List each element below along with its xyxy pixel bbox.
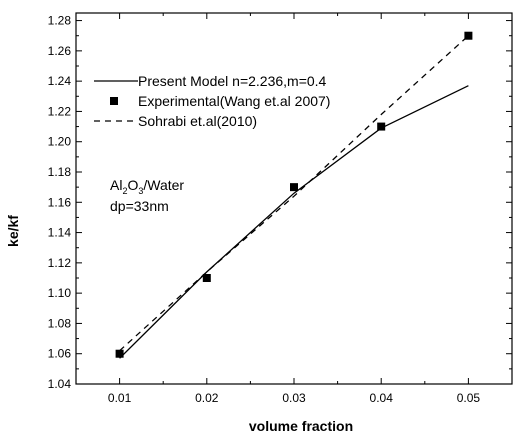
y-tick-label: 1.12 bbox=[48, 256, 72, 270]
y-tick-label: 1.22 bbox=[48, 104, 72, 118]
x-tick-labels: 0.01 0.02 0.03 0.04 0.05 bbox=[108, 391, 480, 405]
annotation: Al2O3/Water dp=33nm bbox=[110, 177, 184, 214]
legend-label-experimental: Experimental(Wang et.al 2007) bbox=[138, 93, 330, 109]
x-tick-label: 0.04 bbox=[370, 391, 394, 405]
y-tick-label: 1.20 bbox=[48, 135, 72, 149]
x-tick-label: 0.05 bbox=[457, 391, 481, 405]
y-tick-label: 1.24 bbox=[48, 74, 72, 88]
y-tick-labels: 1.04 1.06 1.08 1.10 1.12 1.14 1.16 1.18 1.20 1.22… bbox=[48, 14, 72, 391]
annotation-particle-size: dp=33nm bbox=[110, 198, 169, 214]
plot-frame bbox=[75, 12, 513, 385]
data-point-experimental bbox=[290, 183, 298, 192]
legend-label-sohrabi: Sohrabi et.al(2010) bbox=[138, 113, 257, 129]
y-tick-label: 1.16 bbox=[48, 195, 72, 209]
y-tick-label: 1.06 bbox=[48, 347, 72, 361]
series-layer bbox=[115, 31, 473, 359]
data-point-experimental bbox=[464, 31, 473, 40]
x-tick-label: 0.02 bbox=[195, 391, 219, 405]
annotation-material: Al2O3/Water bbox=[110, 177, 184, 196]
series-line-sohrabi bbox=[119, 35, 469, 352]
y-tick-label: 1.18 bbox=[48, 165, 72, 179]
x-axis-title: volume fraction bbox=[249, 418, 353, 434]
legend-swatch-experimental bbox=[110, 97, 118, 105]
legend-label-present-model: Present Model n=2.236,m=0.4 bbox=[138, 73, 327, 89]
y-tick-label: 1.28 bbox=[48, 14, 72, 28]
y-tick-label: 1.14 bbox=[48, 226, 72, 240]
data-point-experimental bbox=[115, 349, 124, 358]
legend: Present Model n=2.236,m=0.4 Experimental… bbox=[94, 73, 330, 129]
series-line-present-model bbox=[119, 85, 469, 359]
x-tick-label: 0.03 bbox=[282, 391, 306, 405]
y-tick-label: 1.08 bbox=[48, 316, 72, 330]
x-tick-label: 0.01 bbox=[108, 391, 132, 405]
y-tick-label: 1.26 bbox=[48, 44, 72, 58]
y-tick-label: 1.10 bbox=[48, 286, 72, 300]
y-tick-label: 1.04 bbox=[48, 377, 72, 391]
data-point-experimental bbox=[202, 274, 211, 282]
y-axis-title: ke/kf bbox=[5, 215, 21, 247]
data-point-experimental bbox=[377, 122, 386, 131]
